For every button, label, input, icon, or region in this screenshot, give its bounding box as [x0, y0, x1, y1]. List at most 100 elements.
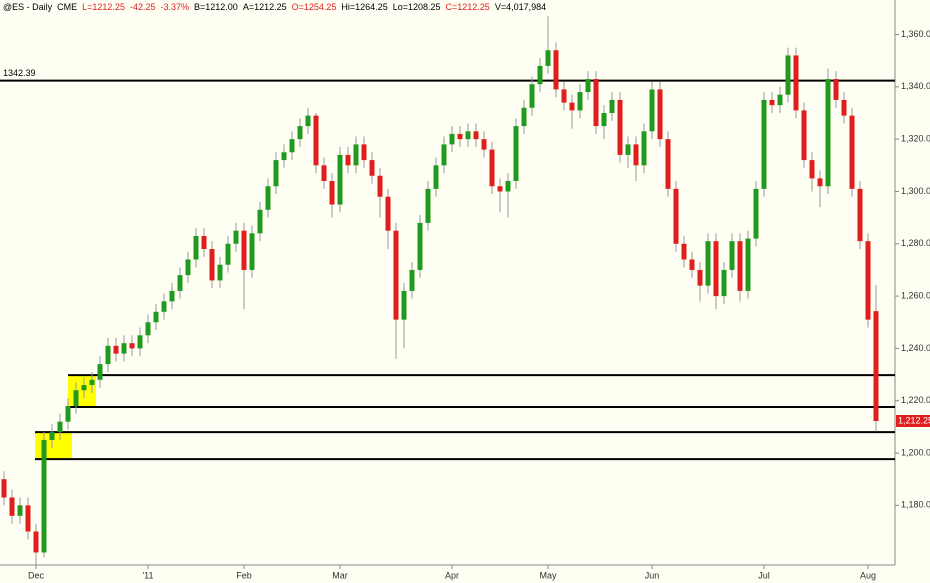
- candle-body: [761, 99, 767, 189]
- candle-body: [585, 78, 591, 93]
- candle-body: [457, 133, 463, 140]
- candle-body: [401, 290, 407, 320]
- candle-body: [185, 259, 191, 276]
- candle-body: [329, 181, 335, 205]
- header-field: -3.37%: [160, 2, 189, 12]
- candle-body: [473, 131, 479, 140]
- candle-body: [705, 241, 711, 286]
- candle-body: [505, 181, 511, 192]
- last-price-tag: [896, 415, 930, 428]
- candle-body: [569, 102, 575, 111]
- x-tick-label: Jul: [758, 570, 770, 580]
- candle-body: [465, 131, 471, 140]
- candle-body: [641, 131, 647, 166]
- y-tick-label: 1,340.00: [901, 81, 930, 91]
- candle-body: [281, 152, 287, 161]
- last-price-label: 1,212.25: [898, 415, 930, 425]
- header-field: CME: [57, 2, 77, 12]
- y-tick-label: 1,280.00: [901, 238, 930, 248]
- header-field: B=1212.00: [194, 2, 238, 12]
- candle-body: [377, 175, 383, 197]
- candle-body: [513, 126, 519, 182]
- x-tick-label: '11: [142, 570, 153, 580]
- candle-body: [49, 432, 55, 440]
- candle-body: [665, 139, 671, 189]
- candle-body: [241, 230, 247, 270]
- candle-body: [169, 290, 175, 302]
- candle-body: [385, 196, 391, 231]
- y-tick-label: 1,300.00: [901, 186, 930, 196]
- candle-body: [633, 144, 639, 166]
- candle-body: [721, 269, 727, 297]
- y-tick-label: 1,220.00: [901, 395, 930, 405]
- candle-body: [313, 115, 319, 166]
- candle-body: [129, 343, 135, 349]
- candle-body: [225, 243, 231, 265]
- candle-body: [873, 311, 879, 422]
- candle-body: [417, 222, 423, 270]
- candle-body: [273, 160, 279, 187]
- candle-body: [265, 186, 271, 210]
- candle-body: [249, 233, 255, 270]
- candle-body: [737, 241, 743, 291]
- candle-body: [689, 259, 695, 270]
- x-tick-label: Jun: [645, 570, 660, 580]
- candle-body: [441, 144, 447, 166]
- y-tick-label: 1,200.00: [901, 447, 930, 457]
- header-field: A=1212.25: [243, 2, 287, 12]
- x-tick-label: May: [539, 570, 557, 580]
- candle-body: [209, 249, 215, 281]
- candle-body: [553, 50, 559, 90]
- candle-body: [41, 439, 47, 553]
- candle-body: [177, 275, 183, 291]
- candle-body: [785, 55, 791, 95]
- header-field: V=4,017,984: [495, 2, 546, 12]
- candle-body: [393, 230, 399, 320]
- candle-body: [841, 99, 847, 116]
- x-tick-label: Mar: [332, 570, 348, 580]
- header-field: @ES - Daily: [3, 2, 53, 12]
- candle-body: [289, 139, 295, 153]
- candle-body: [745, 238, 751, 291]
- candle-body: [601, 113, 607, 127]
- candle-body: [481, 139, 487, 150]
- x-tick-label: Feb: [236, 570, 252, 580]
- candle-body: [345, 154, 351, 166]
- candle-body: [337, 154, 343, 205]
- header: @ES - Daily CME L=1212.25 -42.25 -3.37% B=121…: [3, 2, 546, 12]
- candle-body: [649, 89, 655, 132]
- candle-body: [81, 385, 87, 391]
- candle-body: [529, 84, 535, 108]
- candle-body: [145, 322, 151, 336]
- candle-body: [825, 78, 831, 187]
- header-field: -42.25: [130, 2, 156, 12]
- candle-body: [521, 107, 527, 127]
- x-tick-label: Aug: [860, 570, 876, 580]
- header-field: L=1212.25: [82, 2, 125, 12]
- candle-body: [625, 144, 631, 155]
- candle-body: [865, 241, 871, 320]
- candle-body: [25, 505, 31, 532]
- candle-body: [97, 364, 103, 380]
- candle-body: [561, 89, 567, 103]
- candle-body: [137, 335, 143, 349]
- header-field: C=1212.25: [446, 2, 490, 12]
- candle-body: [673, 188, 679, 244]
- candle-body: [105, 345, 111, 365]
- candle-body: [161, 301, 167, 312]
- candle-body: [753, 188, 759, 239]
- candle-body: [697, 269, 703, 286]
- candle-body: [489, 149, 495, 187]
- candle-body: [729, 241, 735, 270]
- candle-body: [545, 50, 551, 66]
- candle-body: [769, 99, 775, 106]
- candle-body: [33, 531, 39, 553]
- candle-body: [593, 78, 599, 127]
- candle-body: [297, 126, 303, 140]
- candle-body: [193, 235, 199, 260]
- candle-body: [777, 94, 783, 106]
- y-tick-label: 1,260.00: [901, 290, 930, 300]
- candle-body: [617, 99, 623, 155]
- candle-body: [577, 92, 583, 111]
